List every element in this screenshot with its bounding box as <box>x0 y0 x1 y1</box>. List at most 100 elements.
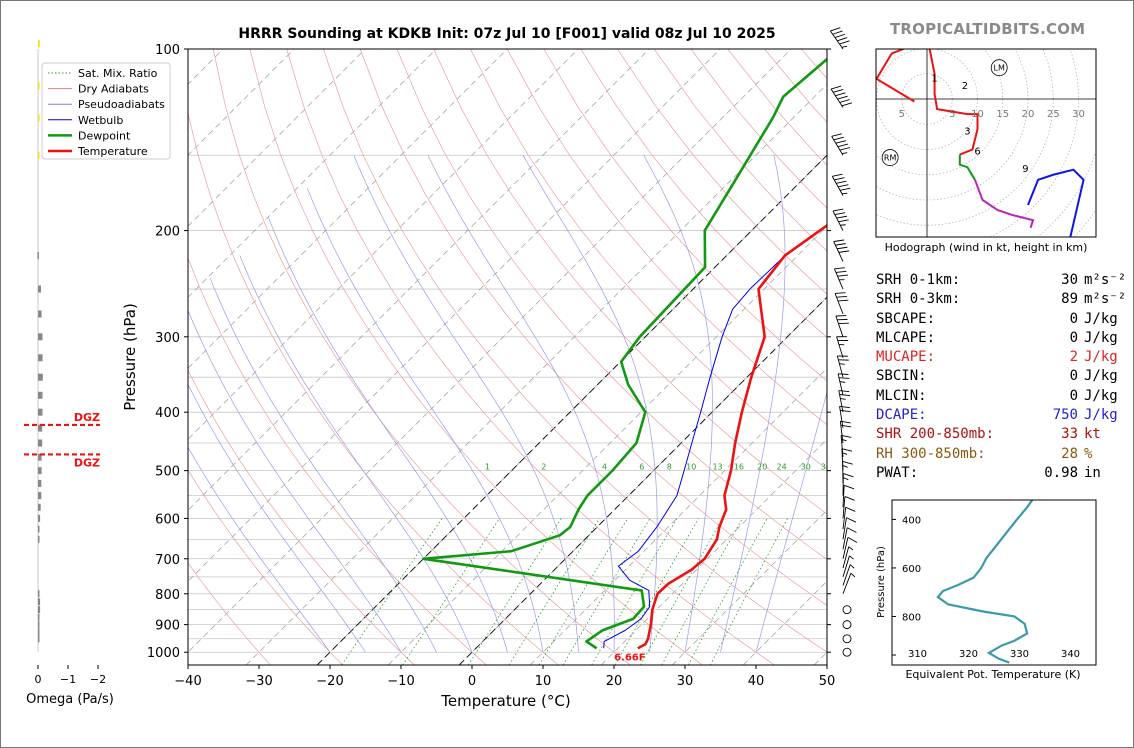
theta-x-tick-label: 320 <box>959 649 978 660</box>
param-unit: J/kg <box>1084 349 1118 366</box>
param-value: 0.98 <box>1044 464 1078 481</box>
omega-bar <box>38 310 42 318</box>
hodo-tick-label: 5 <box>949 109 955 120</box>
param-row: MUCAPE: 2 J/kg <box>876 348 1126 367</box>
x-tick-label: −30 <box>245 674 272 689</box>
barb-flag <box>839 147 851 151</box>
barb-flag <box>839 405 850 409</box>
site-watermark: TROPICALTIDBITS.COM <box>890 20 1086 38</box>
barb-flag <box>839 394 850 396</box>
omega-bar <box>37 252 39 260</box>
legend-label: Pseudoadiabats <box>78 98 165 111</box>
mixing-ratio-line <box>402 518 500 665</box>
calm-wind-circle <box>842 605 852 615</box>
wind-barb <box>842 527 857 550</box>
param-row: SRH 0-1km: 30 m²s⁻² <box>876 271 1126 290</box>
mixing-ratio-label: 10 <box>686 463 696 472</box>
mixing-ratio-label: 2 <box>541 463 546 472</box>
omega-bar <box>38 151 40 159</box>
barb-staff <box>842 485 845 508</box>
isotherm-line <box>188 49 579 440</box>
barb-flag <box>840 409 851 413</box>
barb-staff <box>842 546 850 569</box>
barb-flag <box>839 187 851 191</box>
barb-flag <box>832 30 843 35</box>
barb-half-flag <box>841 152 848 154</box>
omega-bar <box>38 492 42 500</box>
dgz-label: DGZ <box>74 456 100 469</box>
barb-flag <box>832 173 843 177</box>
omega-bar <box>38 525 40 533</box>
mixing-ratio-label: 8 <box>667 463 672 472</box>
wind-barb <box>836 336 849 358</box>
omega-bar <box>38 40 40 48</box>
param-label: SRH 0-1km: <box>876 272 961 288</box>
param-unit: m²s⁻² <box>1084 291 1127 308</box>
barb-flag <box>833 136 844 141</box>
barb-staff <box>831 136 844 156</box>
hodo-height-label: 3 <box>964 126 970 137</box>
dgz-label: DGZ <box>74 411 100 424</box>
x-tick-label: 10 <box>535 674 552 689</box>
param-unit: kt <box>1084 426 1101 443</box>
pseudoadiabat-line <box>267 217 508 653</box>
pseudoadiabat-line <box>209 278 437 653</box>
param-label: SBCAPE: <box>876 310 936 327</box>
wind-barb <box>830 27 850 50</box>
barb-half-flag <box>849 555 854 560</box>
isotherm-line <box>188 49 295 156</box>
mixing-ratio-line <box>687 518 768 665</box>
barb-flag <box>837 299 849 302</box>
x-tick-label: 20 <box>606 674 623 689</box>
barb-flag <box>835 140 847 144</box>
hodo-height-label: 1 <box>931 73 937 84</box>
theta-y-tick-label: 800 <box>902 612 921 623</box>
barb-flag <box>835 292 846 294</box>
barb-flag <box>837 143 849 148</box>
legend-label: Dewpoint <box>78 129 131 142</box>
hodo-trace <box>876 49 979 156</box>
barb-flag <box>833 239 845 242</box>
mixing-ratio-line <box>341 518 443 665</box>
param-label: DCAPE: <box>876 407 927 424</box>
barb-flag <box>834 267 845 270</box>
mixing-ratio-label: 20 <box>757 463 767 472</box>
y-tick-label: 400 <box>155 406 180 421</box>
wind-barb <box>832 208 849 231</box>
y-tick-label: 900 <box>155 619 180 634</box>
zero-isotherm-line <box>458 296 827 665</box>
barb-half-flag <box>841 45 848 48</box>
barb-staff <box>835 315 844 337</box>
omega-bar <box>38 621 40 629</box>
dry-adiabat-line <box>433 49 827 515</box>
param-label: PWAT: <box>876 464 919 481</box>
param-row: SBCIN: 0 J/kg <box>876 367 1126 386</box>
wind-barb <box>842 460 853 484</box>
isotherm-line <box>529 367 827 665</box>
barb-flag <box>830 27 841 32</box>
skewt-axes-frame <box>187 48 828 666</box>
param-value: 0 <box>1069 329 1078 346</box>
omega-bar <box>38 590 40 598</box>
barb-staff <box>830 30 844 50</box>
mixing-ratio-label: 4 <box>602 463 607 472</box>
hodo-height-label: 6 <box>974 147 980 158</box>
mixing-ratio-line <box>508 518 600 665</box>
barb-flag <box>837 95 848 100</box>
barb-flag <box>831 133 842 137</box>
hodo-trace <box>1027 168 1085 237</box>
barb-staff <box>836 336 844 358</box>
legend: Sat. Mix. Ratio Dry Adiabats Pseudoadiabat… <box>41 62 171 160</box>
omega-panel: DGZ DGZ 0 −1 −2 Omega (Pa/s) <box>20 40 114 707</box>
barb-staff <box>833 241 844 262</box>
barb-half-flag <box>841 452 848 455</box>
barb-flag <box>836 215 847 219</box>
y-tick-label: 800 <box>155 588 180 603</box>
wind-barbs <box>830 27 858 657</box>
dry-adiabat-line <box>470 49 827 470</box>
calm-wind-circle <box>842 647 852 657</box>
barb-flag <box>843 473 854 478</box>
omega-bar <box>38 391 43 399</box>
omega-bar <box>38 514 41 522</box>
barb-flag <box>835 270 847 273</box>
